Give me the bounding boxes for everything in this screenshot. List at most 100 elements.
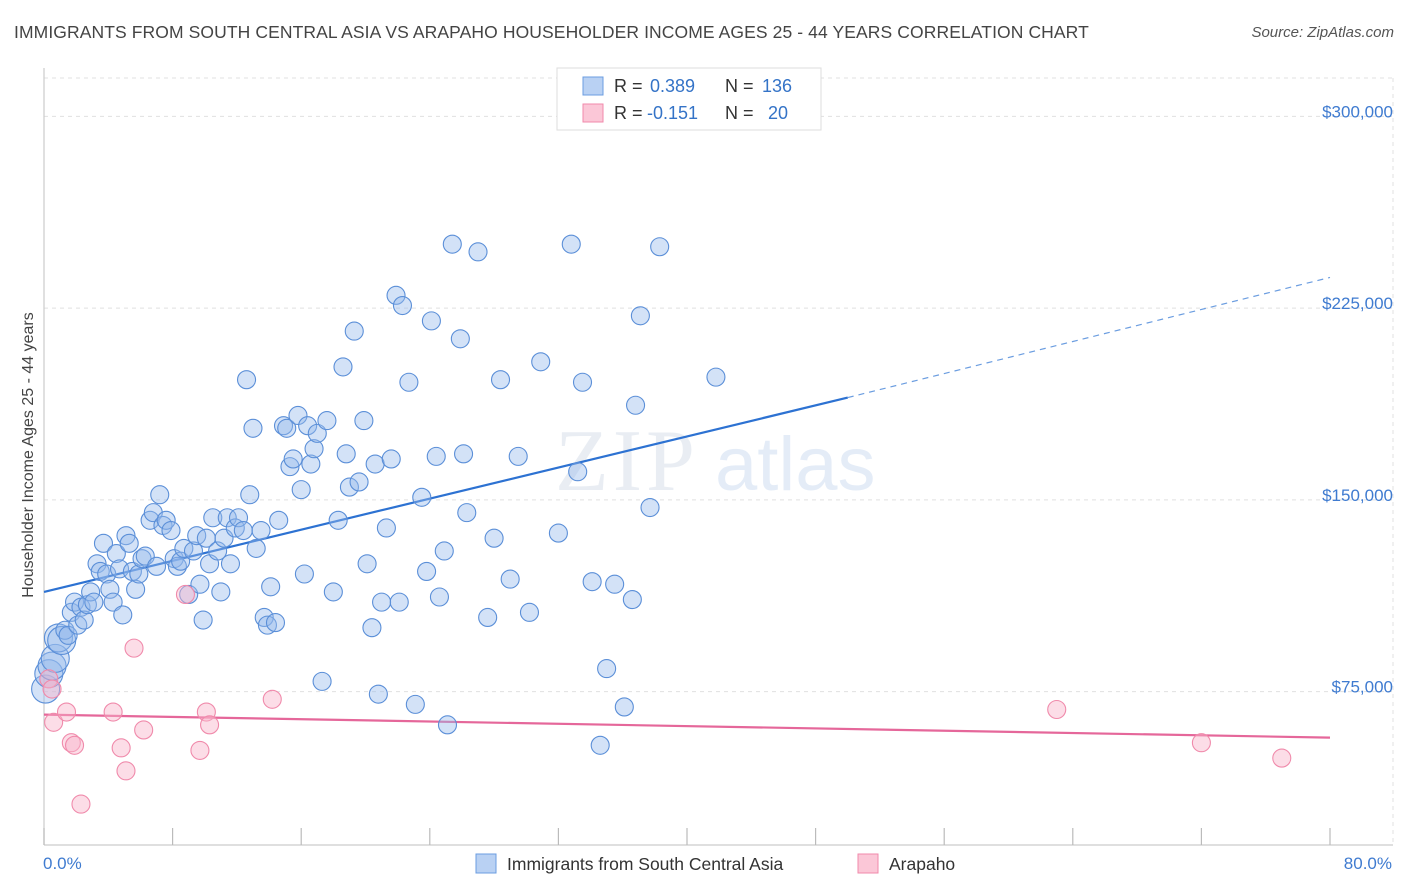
data-point-immigrants-102 (412, 487, 432, 507)
data-point-immigrants-101 (405, 694, 425, 714)
data-point-immigrants-97 (386, 285, 406, 305)
data-point-immigrants-65 (257, 615, 277, 635)
data-point-immigrants-73 (288, 405, 308, 426)
data-point-immigrants-119 (519, 602, 540, 622)
data-point-immigrants-110 (450, 329, 470, 349)
data-point-immigrants-68 (269, 510, 289, 530)
data-point-arapaho-12 (175, 584, 196, 604)
data-point-immigrants-117 (500, 569, 520, 589)
data-point-immigrants-120 (531, 352, 551, 372)
data-point-arapaho-14 (196, 702, 216, 722)
bottom-legend-swatch-blue (475, 853, 497, 874)
data-point-arapaho-15 (200, 715, 220, 735)
y-tick-label-0: $75,000 (1332, 678, 1393, 697)
data-point-immigrants-77 (301, 454, 321, 474)
data-point-immigrants-88 (349, 472, 369, 492)
y-axis-label: Householder Income Ages 25 - 44 years (20, 312, 37, 598)
data-point-immigrants-78 (304, 439, 324, 459)
data-point-immigrants-14 (81, 582, 101, 602)
data-point-immigrants-129 (622, 590, 642, 610)
data-point-immigrants-87 (344, 321, 364, 341)
data-point-immigrants-52 (211, 582, 231, 602)
data-point-immigrants-56 (225, 518, 245, 538)
data-point-immigrants-92 (365, 454, 385, 474)
data-point-immigrants-37 (156, 510, 176, 530)
data-point-immigrants-15 (84, 592, 104, 612)
data-point-immigrants-99 (392, 295, 413, 316)
axes (43, 68, 1393, 846)
trend-lines (43, 276, 1331, 739)
data-point-immigrants-28 (126, 579, 146, 599)
data-point-immigrants-130 (626, 395, 646, 415)
data-point-immigrants-103 (417, 561, 437, 581)
data-point-immigrants-25 (116, 526, 136, 546)
data-point-immigrants-41 (171, 551, 191, 571)
data-point-arapaho-19 (1272, 748, 1292, 768)
data-point-immigrants-113 (468, 242, 488, 262)
legend-r-value-1: 0.389 (650, 76, 695, 96)
data-point-immigrants-29 (129, 564, 149, 584)
data-point-immigrants-72 (283, 449, 303, 469)
data-point-immigrants-71 (280, 457, 300, 477)
bottom-legend-swatch-pink (857, 853, 879, 874)
data-point-arapaho-2 (44, 712, 64, 732)
legend-r-label-1: R = (614, 76, 643, 96)
data-point-immigrants-38 (161, 520, 181, 541)
watermark-atlas: atlas (715, 422, 876, 507)
data-point-arapaho-8 (111, 738, 131, 758)
data-point-immigrants-50 (203, 508, 223, 528)
data-point-immigrants-18 (93, 533, 114, 553)
trend-line-immigrants-extension (847, 276, 1331, 399)
data-point-immigrants-90 (357, 554, 377, 574)
data-point-immigrants-57 (228, 508, 249, 528)
data-point-immigrants-7 (58, 625, 78, 645)
bottom-legend-label-1: Immigrants from South Central Asia (507, 854, 783, 874)
data-point-immigrants-133 (706, 367, 726, 387)
data-point-immigrants-59 (236, 370, 257, 390)
data-point-immigrants-108 (437, 715, 458, 735)
data-point-immigrants-0 (31, 674, 61, 704)
data-point-immigrants-104 (421, 311, 441, 331)
data-point-immigrants-21 (103, 592, 123, 612)
legend-swatch-blue (582, 76, 604, 96)
data-point-immigrants-35 (150, 485, 170, 505)
data-point-immigrants-76 (298, 416, 318, 436)
data-point-immigrants-83 (328, 510, 348, 530)
data-point-immigrants-126 (597, 659, 617, 679)
data-point-immigrants-100 (399, 372, 419, 392)
data-point-immigrants-123 (568, 462, 588, 482)
legend-n-label-2: N = (725, 103, 754, 123)
data-point-arapaho-7 (103, 702, 123, 722)
data-point-immigrants-112 (457, 503, 477, 523)
data-point-immigrants-24 (113, 605, 133, 625)
data-point-immigrants-55 (220, 554, 241, 574)
data-point-immigrants-118 (508, 446, 528, 466)
data-point-immigrants-63 (251, 520, 271, 541)
data-point-immigrants-46 (190, 574, 210, 594)
legend-n-value-2: 20 (768, 103, 788, 123)
data-point-immigrants-74 (291, 480, 311, 500)
x-tick-label-min: 0.0% (43, 854, 82, 873)
data-point-immigrants-134 (590, 735, 610, 755)
legend-n-value-1: 136 (762, 76, 792, 96)
data-point-immigrants-135 (630, 306, 650, 326)
trend-line-immigrants (43, 396, 849, 593)
data-point-immigrants-106 (429, 587, 449, 607)
data-point-immigrants-125 (582, 572, 602, 592)
data-point-immigrants-82 (323, 582, 343, 602)
data-point-immigrants-122 (561, 234, 581, 254)
data-point-immigrants-20 (100, 579, 120, 599)
data-point-immigrants-19 (97, 564, 117, 584)
data-point-immigrants-32 (140, 510, 160, 530)
bottom-legend: Immigrants from South Central Asia Arapa… (475, 853, 955, 874)
data-point-immigrants-54 (217, 508, 237, 528)
data-point-immigrants-26 (119, 533, 139, 553)
data-point-immigrants-44 (183, 541, 204, 561)
data-point-immigrants-94 (372, 592, 392, 612)
data-point-arapaho-18 (1191, 733, 1211, 753)
source-credit: Source: ZipAtlas.com (1251, 24, 1394, 41)
data-point-immigrants-96 (381, 449, 401, 469)
data-point-immigrants-132 (650, 237, 670, 257)
y-tick-label-2: $225,000 (1322, 294, 1393, 313)
